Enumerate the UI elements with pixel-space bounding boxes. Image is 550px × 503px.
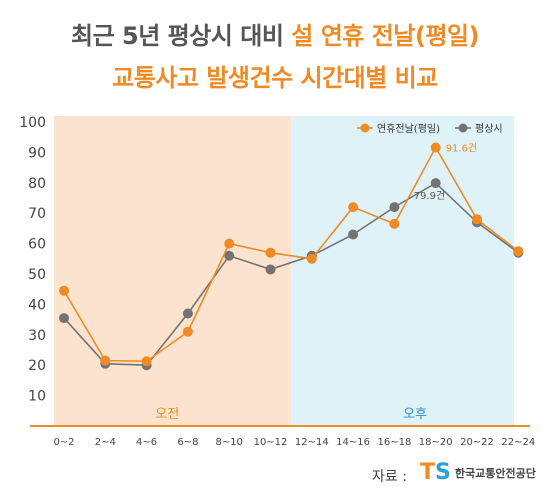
data-point-normal (389, 202, 400, 213)
y-tick-label: 80 (28, 176, 46, 192)
y-tick-label: 20 (28, 358, 46, 374)
x-tick-label: 0~2 (53, 437, 74, 448)
am-region-bg (54, 116, 292, 426)
x-tick-label: 20~22 (460, 437, 494, 448)
data-point-holiday-eve (265, 247, 276, 258)
data-point-holiday-eve (182, 326, 193, 337)
data-point-normal (430, 178, 441, 189)
data-point-holiday-eve (513, 246, 524, 257)
y-tick-label: 100 (19, 115, 46, 131)
chart-title-line2: 교통사고 발생건수 시간대별 비교 (0, 58, 550, 93)
data-point-normal (265, 264, 276, 275)
y-tick-label: 90 (28, 145, 46, 161)
title-part-gray: 최근 5년 평상시 대비 (71, 22, 292, 50)
y-tick-label: 60 (28, 237, 46, 253)
data-point-holiday-eve (306, 253, 317, 264)
y-tick-label: 50 (28, 267, 46, 283)
y-tick-label: 10 (28, 389, 46, 405)
source-label: 자료 : (372, 469, 407, 485)
chart-title-line1: 최근 5년 평상시 대비 설 연휴 전날(평일) (0, 16, 550, 51)
logo-mark-s: S (435, 460, 451, 485)
title-line2-text: 교통사고 발생건수 시간대별 비교 (112, 64, 438, 92)
legend-entry: 연휴전날(평일) (377, 123, 440, 135)
title-part-highlight: 설 연휴 전날(평일) (291, 22, 479, 50)
legend-marker (458, 123, 468, 133)
y-tick-label: 40 (28, 297, 46, 313)
y-tick-label: 70 (28, 206, 46, 222)
data-point-holiday-eve (430, 142, 441, 153)
pm-region-bg (291, 116, 514, 426)
data-point-holiday-eve (389, 218, 400, 229)
ts-logo: TS 한국교통안전공단 (420, 460, 536, 485)
data-point-holiday-eve (224, 238, 235, 249)
x-tick-label: 22~24 (501, 437, 535, 448)
data-point-holiday-eve (472, 214, 482, 225)
ts-logo-mark: TS (420, 460, 451, 485)
logo-mark-t: T (420, 460, 436, 485)
data-label-peak-normal: 79.9건 (414, 190, 445, 202)
org-name: 한국교통안전공단 (454, 466, 536, 480)
x-tick-label: 8~10 (215, 437, 242, 448)
data-point-normal (224, 250, 235, 261)
series-line-holiday-eve (63, 145, 519, 363)
data-point-holiday-eve (141, 356, 152, 367)
x-tick-label: 16~18 (377, 437, 411, 448)
x-tick-label: 10~12 (254, 437, 288, 448)
data-point-holiday-eve (59, 285, 69, 296)
x-tick-label: 14~16 (336, 437, 370, 448)
x-tick-label: 2~4 (95, 437, 116, 448)
region-label-pm: 오후 (403, 407, 427, 422)
data-point-holiday-eve (100, 355, 111, 366)
data-label-peak-holiday-eve: 91.6건 (446, 143, 477, 155)
series-line-normal (63, 182, 519, 367)
data-point-normal (59, 313, 69, 324)
data-point-normal (182, 308, 193, 319)
x-tick-label: 4~6 (136, 437, 157, 448)
x-tick-label: 18~20 (419, 437, 453, 448)
region-label-am: 오전 (155, 407, 179, 422)
legend-entry: 평상시 (475, 123, 503, 135)
x-tick-label: 6~8 (177, 437, 198, 448)
data-point-normal (348, 229, 359, 240)
x-tick-label: 12~14 (295, 437, 329, 448)
data-point-holiday-eve (348, 202, 359, 213)
y-tick-label: 30 (28, 328, 46, 344)
legend-marker (360, 123, 370, 133)
